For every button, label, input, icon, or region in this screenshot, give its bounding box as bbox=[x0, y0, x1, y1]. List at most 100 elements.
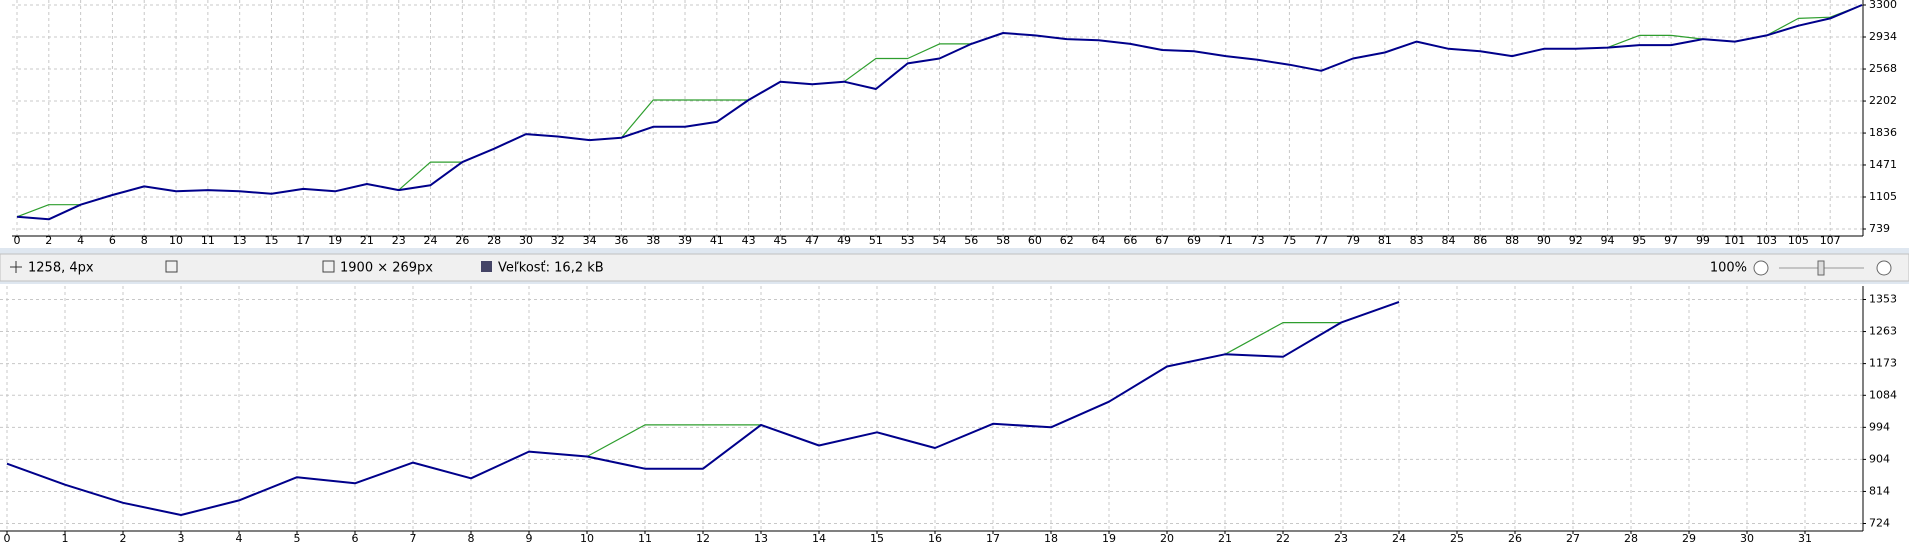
x-tick-label: 4 bbox=[236, 532, 243, 545]
y-tick-label: 724 bbox=[1869, 517, 1890, 530]
x-tick-label: 23 bbox=[392, 234, 406, 247]
x-tick-label: 69 bbox=[1187, 234, 1201, 247]
x-tick-label: 17 bbox=[986, 532, 1000, 545]
x-tick-label: 99 bbox=[1696, 234, 1710, 247]
x-tick-label: 58 bbox=[996, 234, 1010, 247]
x-tick-label: 21 bbox=[360, 234, 374, 247]
x-tick-label: 13 bbox=[754, 532, 768, 545]
x-tick-label: 26 bbox=[455, 234, 469, 247]
x-tick-label: 34 bbox=[583, 234, 597, 247]
zoom-thumb[interactable] bbox=[1817, 260, 1825, 276]
x-tick-label: 103 bbox=[1756, 234, 1777, 247]
x-tick-label: 1 bbox=[62, 532, 69, 545]
x-tick-label: 19 bbox=[328, 234, 342, 247]
x-tick-label: 23 bbox=[1334, 532, 1348, 545]
x-tick-label: 11 bbox=[638, 532, 652, 545]
x-tick-label: 47 bbox=[805, 234, 819, 247]
status-bar: 1258, 4px 1900 × 269px Veľkosť: 16,2 kB … bbox=[0, 253, 1909, 282]
x-tick-label: 28 bbox=[1624, 532, 1638, 545]
x-tick-label: 90 bbox=[1537, 234, 1551, 247]
x-tick-label: 75 bbox=[1282, 234, 1296, 247]
x-tick-label: 101 bbox=[1724, 234, 1745, 247]
x-tick-label: 16 bbox=[928, 532, 942, 545]
y-tick-label: 1263 bbox=[1869, 325, 1897, 338]
x-tick-label: 13 bbox=[233, 234, 247, 247]
y-tick-label: 1173 bbox=[1869, 357, 1897, 370]
x-tick-label: 64 bbox=[1092, 234, 1106, 247]
x-tick-label: 12 bbox=[696, 532, 710, 545]
y-tick-label: 994 bbox=[1869, 420, 1890, 433]
y-tick-label: 1836 bbox=[1869, 126, 1897, 139]
cursor-icon bbox=[10, 261, 22, 273]
x-tick-label: 19 bbox=[1102, 532, 1116, 545]
y-tick-label: 3300 bbox=[1869, 0, 1897, 11]
x-tick-label: 88 bbox=[1505, 234, 1519, 247]
x-tick-label: 25 bbox=[1450, 532, 1464, 545]
zoom-out[interactable] bbox=[1753, 260, 1769, 276]
x-tick-label: 20 bbox=[1160, 532, 1174, 545]
series-line bbox=[6, 301, 1400, 516]
x-tick-label: 3 bbox=[178, 532, 185, 545]
series-line bbox=[16, 4, 1863, 221]
x-tick-label: 62 bbox=[1060, 234, 1074, 247]
x-tick-label: 94 bbox=[1601, 234, 1615, 247]
x-tick-label: 31 bbox=[1798, 532, 1812, 545]
zoom-level: 100% bbox=[1710, 261, 1747, 276]
x-tick-label: 60 bbox=[1028, 234, 1042, 247]
x-tick-label: 14 bbox=[812, 532, 826, 545]
y-tick-label: 2202 bbox=[1869, 94, 1897, 107]
y-tick-label: 814 bbox=[1869, 484, 1890, 497]
x-tick-label: 4 bbox=[77, 234, 84, 247]
dimension-icon bbox=[322, 260, 335, 273]
x-tick-label: 67 bbox=[1155, 234, 1169, 247]
x-tick-label: 97 bbox=[1664, 234, 1678, 247]
cursor-position: 1258, 4px bbox=[28, 261, 94, 276]
x-tick-label: 92 bbox=[1569, 234, 1583, 247]
zoom-in[interactable] bbox=[1876, 260, 1892, 276]
x-tick-label: 95 bbox=[1632, 234, 1646, 247]
x-tick-label: 41 bbox=[710, 234, 724, 247]
x-tick-label: 2 bbox=[120, 532, 127, 545]
x-tick-label: 105 bbox=[1788, 234, 1809, 247]
x-tick-label: 30 bbox=[519, 234, 533, 247]
y-tick-label: 1471 bbox=[1869, 158, 1897, 171]
x-tick-label: 30 bbox=[1740, 532, 1754, 545]
x-tick-label: 84 bbox=[1441, 234, 1455, 247]
image-dimensions: 1900 × 269px bbox=[340, 261, 433, 276]
x-tick-label: 8 bbox=[141, 234, 148, 247]
x-tick-label: 53 bbox=[901, 234, 915, 247]
x-tick-label: 24 bbox=[1392, 532, 1406, 545]
y-tick-label: 1353 bbox=[1869, 293, 1897, 306]
x-tick-label: 28 bbox=[487, 234, 501, 247]
y-tick-label: 2934 bbox=[1869, 30, 1897, 43]
x-tick-label: 49 bbox=[837, 234, 851, 247]
x-tick-label: 56 bbox=[964, 234, 978, 247]
y-tick-label: 2568 bbox=[1869, 62, 1897, 75]
x-tick-label: 51 bbox=[869, 234, 883, 247]
x-tick-label: 10 bbox=[580, 532, 594, 545]
x-tick-label: 7 bbox=[410, 532, 417, 545]
x-tick-label: 2 bbox=[45, 234, 52, 247]
x-tick-label: 8 bbox=[468, 532, 475, 545]
y-tick-label: 739 bbox=[1869, 222, 1890, 235]
x-tick-label: 0 bbox=[14, 234, 21, 247]
x-tick-label: 24 bbox=[424, 234, 438, 247]
x-tick-label: 22 bbox=[1276, 532, 1290, 545]
selection-icon bbox=[165, 260, 178, 273]
x-tick-label: 79 bbox=[1346, 234, 1360, 247]
x-tick-label: 39 bbox=[678, 234, 692, 247]
x-tick-label: 43 bbox=[742, 234, 756, 247]
x-tick-label: 6 bbox=[109, 234, 116, 247]
x-tick-label: 36 bbox=[614, 234, 628, 247]
x-tick-label: 15 bbox=[870, 532, 884, 545]
x-tick-label: 45 bbox=[773, 234, 787, 247]
x-tick-label: 21 bbox=[1218, 532, 1232, 545]
status-bar-bg bbox=[0, 253, 1909, 282]
x-tick-label: 77 bbox=[1314, 234, 1328, 247]
x-tick-label: 18 bbox=[1044, 532, 1058, 545]
y-tick-label: 1084 bbox=[1869, 388, 1897, 401]
x-tick-label: 6 bbox=[352, 532, 359, 545]
